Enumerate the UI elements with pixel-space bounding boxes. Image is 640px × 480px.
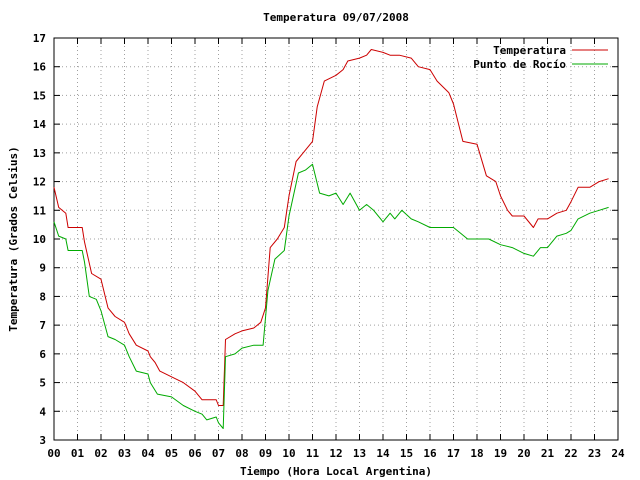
x-tick-label: 04	[141, 447, 155, 460]
x-tick-label: 10	[282, 447, 295, 460]
x-tick-label: 15	[400, 447, 413, 460]
x-tick-label: 22	[564, 447, 577, 460]
x-axis-label: Tiempo (Hora Local Argentina)	[240, 465, 432, 478]
x-tick-label: 23	[588, 447, 601, 460]
x-tick-label: 21	[541, 447, 555, 460]
x-tick-label: 20	[517, 447, 530, 460]
x-tick-label: 14	[376, 447, 390, 460]
y-tick-label: 7	[39, 319, 46, 332]
y-tick-label: 5	[39, 377, 46, 390]
y-tick-label: 17	[33, 32, 46, 45]
legend-label-temperatura: Temperatura	[493, 44, 566, 57]
y-tick-label: 15	[33, 89, 46, 102]
y-tick-label: 6	[39, 348, 46, 361]
y-tick-label: 8	[39, 290, 46, 303]
y-tick-label: 9	[39, 262, 46, 275]
x-tick-label: 17	[447, 447, 460, 460]
series-line-temperatura	[53, 49, 609, 406]
chart-title: Temperatura 09/07/2008	[263, 11, 409, 24]
y-tick-label: 10	[33, 233, 46, 246]
y-tick-label: 12	[33, 176, 46, 189]
x-tick-label: 18	[470, 447, 483, 460]
x-tick-label: 02	[94, 447, 107, 460]
series-lines	[53, 49, 609, 429]
x-tick-label: 00	[47, 447, 60, 460]
y-tick-label: 13	[33, 147, 46, 160]
x-tick-label: 24	[611, 447, 625, 460]
x-tick-label: 16	[423, 447, 437, 460]
series-line-punto-de-rocio	[53, 163, 609, 429]
y-axis-label: Temperatura (Grados Celsius)	[7, 146, 20, 331]
x-tick-label: 07	[212, 447, 225, 460]
x-tick-label: 19	[494, 447, 507, 460]
x-tick-label: 01	[71, 447, 85, 460]
y-tick-label: 11	[33, 204, 47, 217]
x-tick-label: 06	[188, 447, 202, 460]
x-tick-label: 11	[306, 447, 320, 460]
x-tick-label: 13	[353, 447, 366, 460]
x-tick-label: 05	[165, 447, 178, 460]
y-tick-label: 3	[39, 434, 46, 447]
x-tick-label: 12	[329, 447, 342, 460]
x-tick-label: 03	[118, 447, 131, 460]
y-tick-label: 16	[33, 61, 47, 74]
grid	[54, 38, 618, 440]
x-tick-label: 09	[259, 447, 272, 460]
axis-ticks: 00 01 02 03 04 05 06 07 08 09 10 11 12 13 14 15 16 17 18 19…	[33, 32, 625, 460]
y-tick-label: 4	[39, 405, 46, 418]
legend-label-punto-de-rocio: Punto de Rocío	[473, 58, 566, 71]
y-tick-label: 14	[33, 118, 47, 131]
x-tick-label: 08	[235, 447, 248, 460]
